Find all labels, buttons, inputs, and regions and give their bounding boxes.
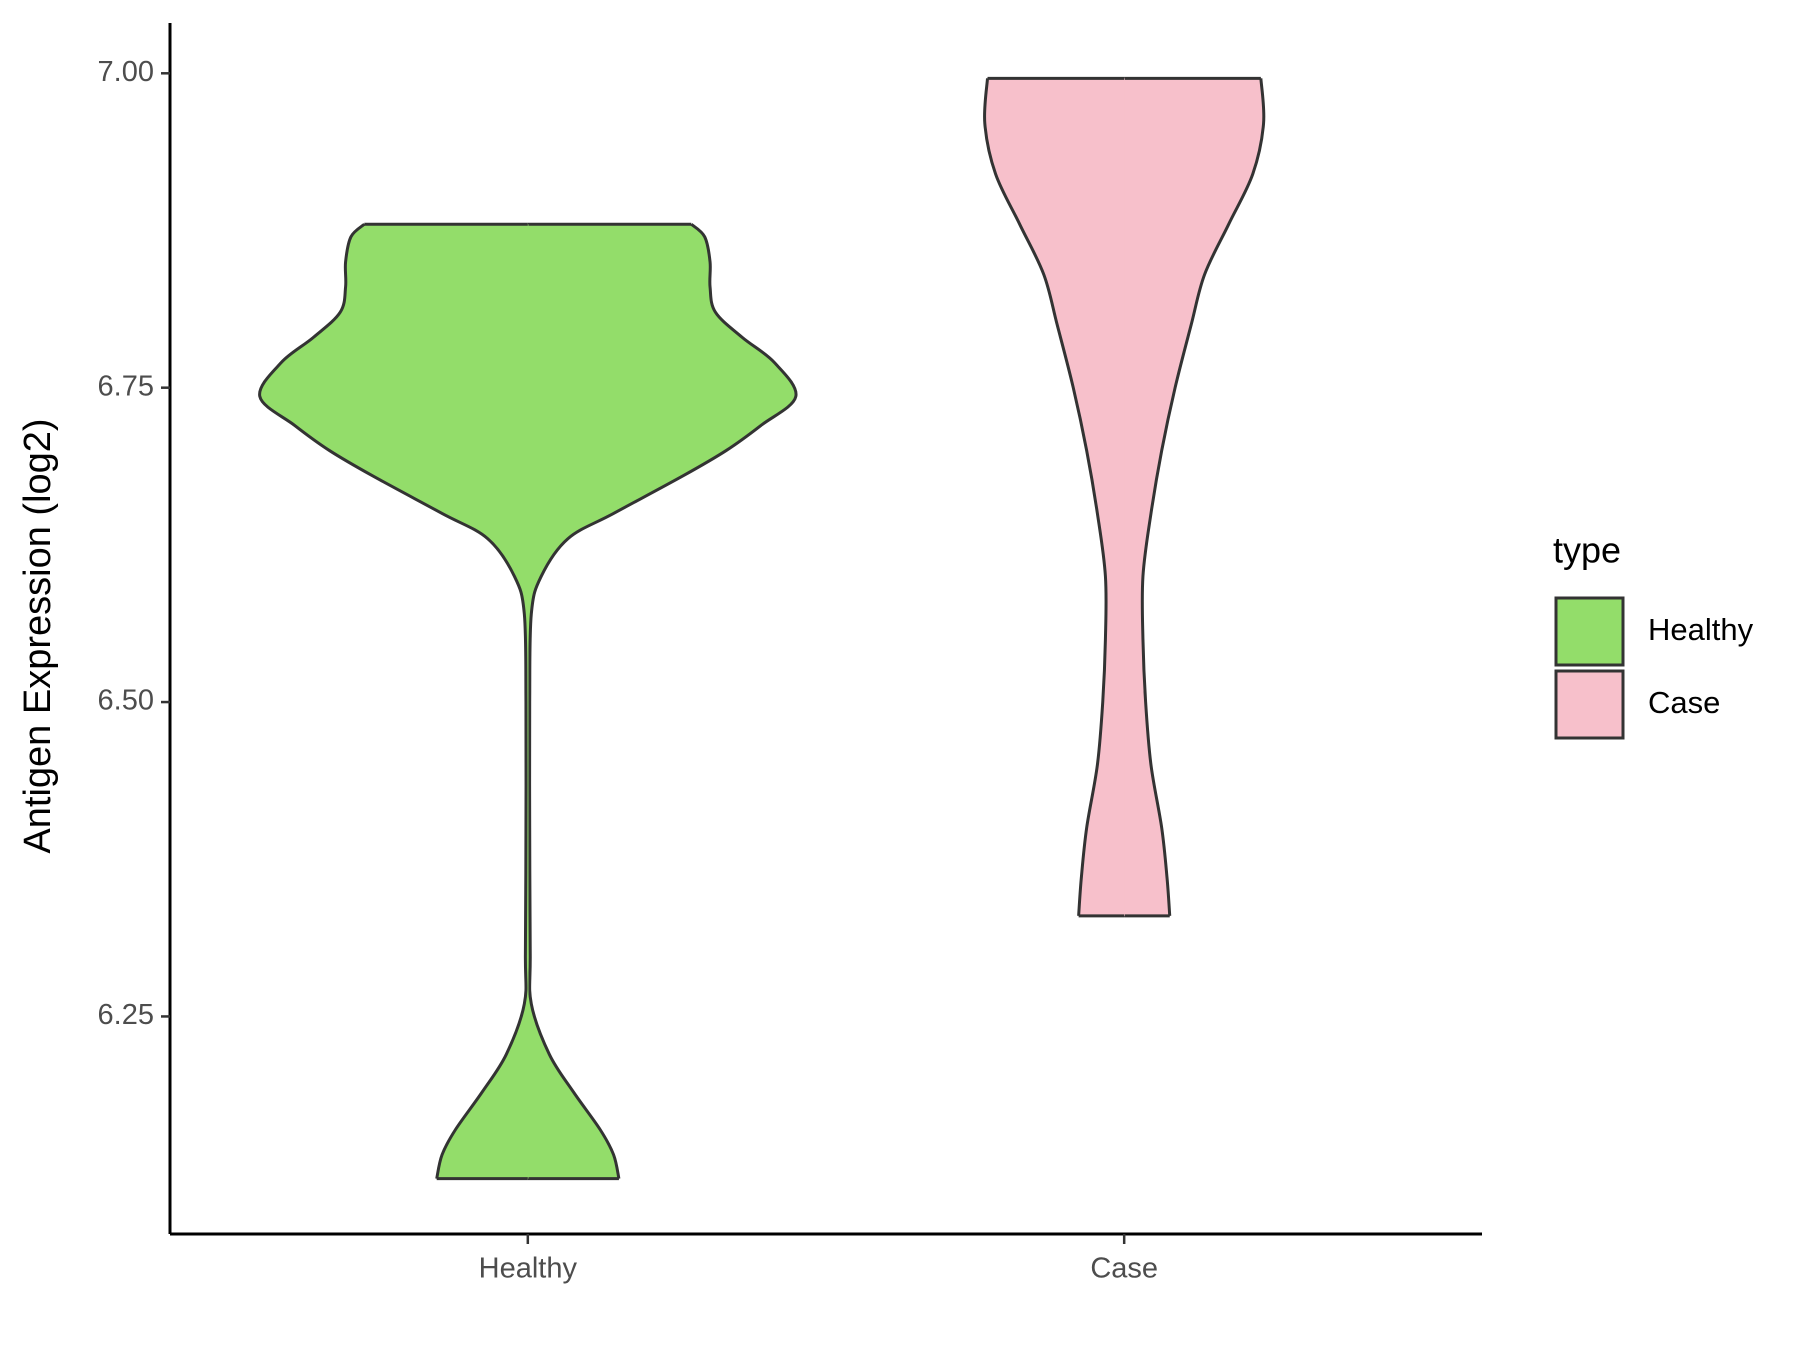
violin-outline [258,223,528,1179]
violin-outline [983,78,1108,916]
y-tick-label: 6.75 [98,370,154,402]
violin-outline [1140,78,1266,916]
y-tick-label: 6.50 [98,685,154,717]
violin-half [259,224,529,1179]
violin-half [1123,78,1264,916]
y-axis-title: Antigen Expression (log2) [17,418,59,853]
x-tick-label: Healthy [479,1253,578,1285]
y-tick-label: 6.25 [98,999,154,1031]
y-tick-label: 7.00 [98,56,154,88]
x-tick-label: Case [1090,1253,1158,1285]
violin-half [527,224,797,1179]
legend-label: Healthy [1648,612,1754,647]
violin-outline [528,223,798,1179]
legend-key [1554,596,1625,667]
legend-label: Case [1648,685,1720,720]
violin-half [984,78,1125,916]
legend-key [1554,669,1625,740]
legend-title: type [1553,530,1621,571]
